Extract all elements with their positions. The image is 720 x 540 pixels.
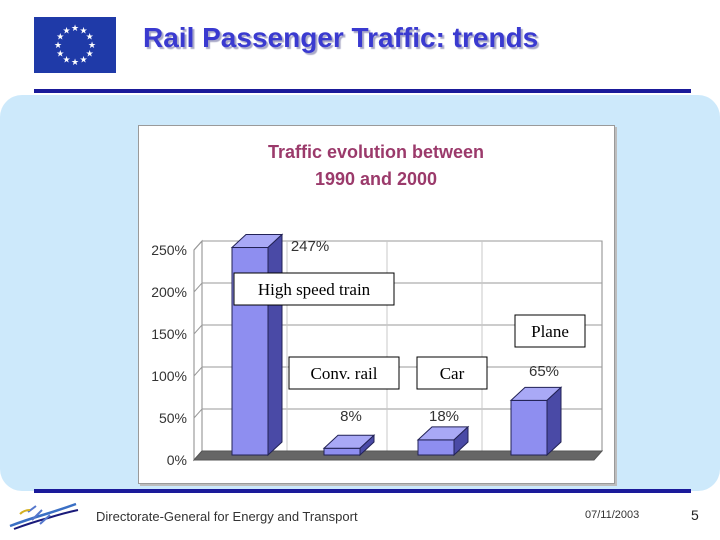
category-label: Plane [531, 322, 569, 341]
y-tick-label: 200% [151, 284, 187, 300]
eu-star-icon: ★ [71, 57, 79, 67]
category-label-box [288, 356, 400, 390]
eu-stars-icon: ★ ★★★★★★★★★★★ [54, 23, 96, 67]
gridline [193, 408, 602, 419]
chart-title-line-2: 1990 and 2000 [315, 169, 437, 189]
chart-floor [192, 450, 604, 461]
bar-front [510, 399, 548, 456]
chart-side-wall [193, 239, 203, 462]
category-label-box [233, 272, 395, 306]
bar-side [453, 425, 469, 457]
eu-star-icon: ★ [62, 25, 70, 35]
category-label: Conv. rail [311, 364, 378, 383]
eu-star-icon: ★ [79, 55, 87, 65]
eu-flag-logo: ★ ★ ★ ★ ★ ★ ★ ★ ★ ★ ★ ★ [34, 17, 116, 73]
chart-title-line-1: Traffic evolution between [268, 142, 484, 162]
dg-tren-logo [6, 500, 80, 532]
bar-side [359, 434, 375, 457]
eu-star-icon: ★ [86, 32, 94, 42]
bar-front [417, 439, 455, 456]
category-label: Car [440, 364, 465, 383]
category-label: High speed train [258, 280, 371, 299]
category-label-box [416, 356, 488, 390]
chart-frame: Traffic evolution between 1990 and 2000 … [138, 125, 615, 484]
gridline [193, 240, 602, 251]
page-number: 5 [691, 507, 699, 523]
eu-star-icon: ★ [86, 49, 94, 59]
eu-star-icon: ★ [88, 40, 96, 50]
bar-side [546, 386, 562, 457]
eu-star-icon: ★ [79, 25, 87, 35]
slide-title: Rail Passenger Traffic: trends [143, 22, 539, 53]
eu-star-icon: ★ [71, 23, 79, 33]
dg-logo-icon [9, 502, 79, 530]
bar-value-label: 8% [340, 408, 362, 425]
bar-front [323, 447, 361, 456]
bar-side [267, 233, 283, 457]
eu-star-icon: ★ [56, 32, 64, 42]
y-tick-label: 50% [159, 410, 187, 426]
bar-value-label: 247% [291, 238, 329, 255]
bar-chart: Traffic evolution between 1990 and 2000 … [151, 142, 604, 468]
top-divider [34, 89, 691, 93]
eu-star-icon: ★ [54, 40, 62, 50]
gridline [193, 282, 602, 293]
y-tick-label: 150% [151, 326, 187, 342]
y-tick-label: 0% [167, 452, 187, 468]
y-tick-label: 250% [151, 242, 187, 258]
footer-date: 07/11/2003 [585, 509, 640, 521]
category-label-box [514, 314, 586, 348]
bar-value-label: 18% [429, 408, 459, 425]
eu-star-icon: ★ [56, 49, 64, 59]
footer-organization: Directorate-General for Energy and Trans… [96, 509, 358, 524]
y-tick-label: 100% [151, 368, 187, 384]
bar-value-label: 65% [529, 363, 559, 380]
eu-star-icon: ★ [62, 55, 70, 65]
gridline [193, 324, 602, 335]
bottom-divider [34, 489, 691, 493]
